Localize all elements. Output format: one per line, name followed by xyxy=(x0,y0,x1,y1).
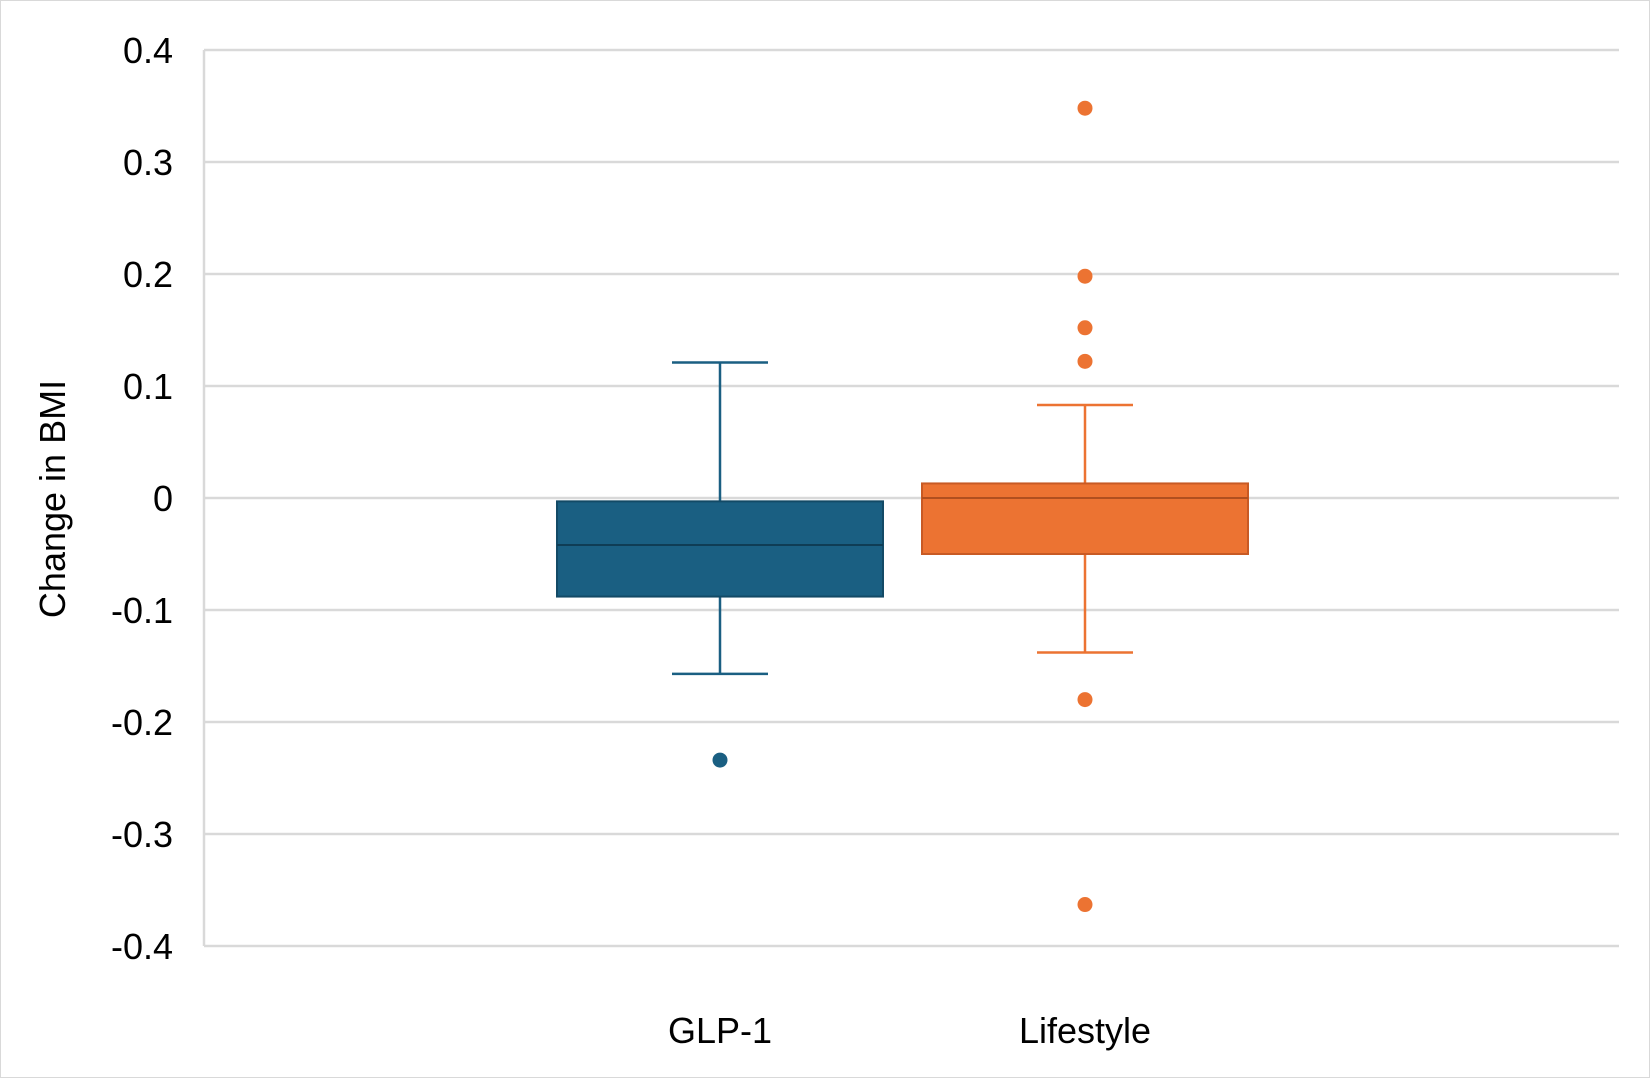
y-tick-label: -0.4 xyxy=(111,926,173,967)
y-axis-title: Change in BMI xyxy=(32,380,73,618)
gridlines xyxy=(202,48,1619,948)
y-tick-label: -0.2 xyxy=(111,702,173,743)
box-iqr xyxy=(556,500,884,598)
y-tick-label: 0.2 xyxy=(123,254,173,295)
box-iqr xyxy=(921,482,1249,555)
outlier-point xyxy=(712,752,728,768)
box-group-glp-1 xyxy=(556,361,884,768)
outlier-point xyxy=(1077,897,1093,913)
x-tick-label-glp-1: GLP-1 xyxy=(668,1010,772,1051)
y-tick-label: -0.1 xyxy=(111,590,173,631)
y-tick-label: -0.3 xyxy=(111,814,173,855)
outlier-point xyxy=(1077,353,1093,369)
outlier-point xyxy=(1077,692,1093,708)
y-tick-label: 0.3 xyxy=(123,142,173,183)
box-group-lifestyle xyxy=(921,100,1249,913)
x-axis-tick-labels: GLP-1 Lifestyle xyxy=(668,1010,1151,1051)
y-tick-label: 0.1 xyxy=(123,366,173,407)
y-tick-label: 0.4 xyxy=(123,30,173,71)
x-tick-label-lifestyle: Lifestyle xyxy=(1019,1010,1151,1051)
y-axis-tick-labels: 0.4 0.3 0.2 0.1 0 -0.1 -0.2 -0.3 -0.4 xyxy=(111,30,173,967)
outlier-point xyxy=(1077,100,1093,116)
outlier-point xyxy=(1077,268,1093,284)
y-tick-label: 0 xyxy=(153,478,173,519)
boxes xyxy=(556,100,1249,913)
outlier-point xyxy=(1077,320,1093,336)
